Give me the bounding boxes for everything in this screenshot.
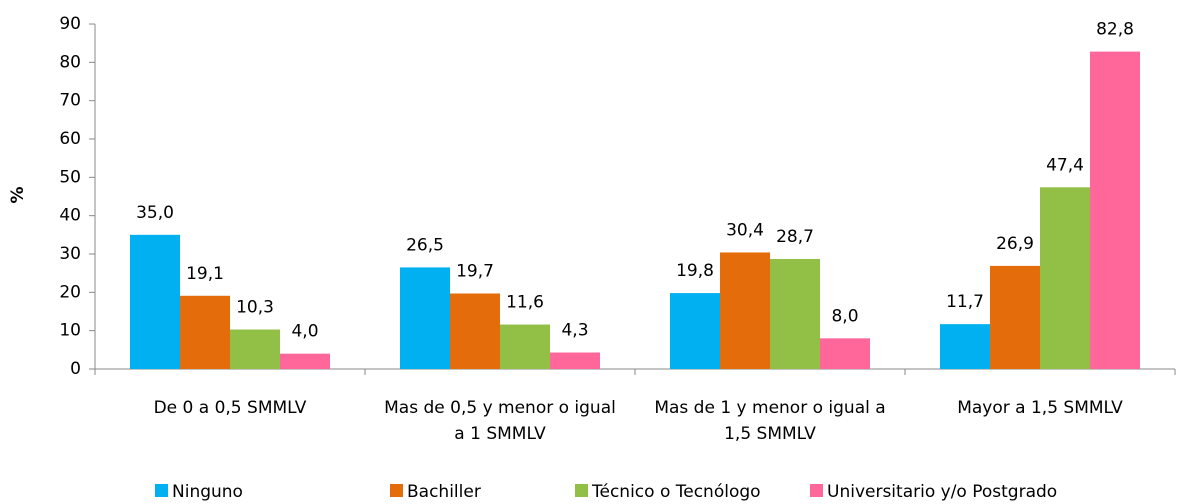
bar (180, 295, 230, 369)
data-label: 19,7 (456, 261, 494, 281)
data-label: 8,0 (831, 306, 858, 326)
bar (230, 329, 280, 369)
bar (1090, 51, 1140, 369)
data-label: 19,8 (676, 261, 714, 281)
bar (820, 338, 870, 369)
y-tick-label: 90 (59, 14, 81, 34)
data-label: 26,9 (996, 234, 1034, 254)
bar (280, 353, 330, 369)
y-tick-label: 50 (59, 167, 81, 187)
legend-swatch (390, 484, 403, 497)
y-axis-label: % (8, 186, 28, 203)
bar (500, 324, 550, 369)
data-label: 11,7 (946, 292, 984, 312)
legend-label: Ninguno (172, 482, 243, 502)
y-tick-label: 60 (59, 129, 81, 149)
bar (550, 352, 600, 369)
bar (990, 265, 1040, 369)
legend-label: Bachiller (407, 482, 481, 502)
y-tick-label: 40 (59, 206, 81, 226)
data-label: 26,5 (406, 235, 444, 255)
data-label: 82,8 (1096, 20, 1134, 40)
x-tick-label: De 0 a 0,5 SMMLV (153, 398, 307, 418)
data-label: 10,3 (236, 298, 274, 318)
y-tick-label: 80 (59, 52, 81, 72)
y-tick-label: 30 (59, 244, 81, 264)
y-tick-label: 10 (59, 321, 81, 341)
data-label: 47,4 (1046, 155, 1084, 175)
legend-label: Universitario y/o Postgrado (827, 482, 1057, 502)
y-tick-label: 70 (59, 91, 81, 111)
bar (940, 324, 990, 369)
bar (1040, 187, 1090, 369)
data-label: 35,0 (136, 203, 174, 223)
bar (770, 258, 820, 369)
bar (670, 293, 720, 369)
y-tick-label: 20 (59, 282, 81, 302)
x-tick-label: Mayor a 1,5 SMMLV (957, 398, 1123, 418)
data-label: 4,3 (561, 321, 588, 341)
x-tick-label: Mas de 1 y menor o igual a 1,5 SMMLV (654, 398, 886, 444)
legend-label: Técnico o Tecnólogo (591, 482, 761, 502)
bar (400, 267, 450, 369)
data-label: 28,7 (776, 227, 814, 247)
x-tick-label: Mas de 0,5 y menor o igual a 1 SMMLV (384, 398, 616, 444)
data-label: 4,0 (291, 322, 318, 342)
data-label: 30,4 (726, 220, 764, 240)
y-tick-label: 0 (70, 359, 81, 379)
legend-swatch (810, 484, 823, 497)
data-label: 19,1 (186, 264, 224, 284)
bar (720, 252, 770, 369)
legend-swatch (155, 484, 168, 497)
legend-swatch (575, 484, 588, 497)
data-label: 11,6 (506, 293, 544, 313)
bar (450, 293, 500, 369)
bar (130, 234, 180, 369)
